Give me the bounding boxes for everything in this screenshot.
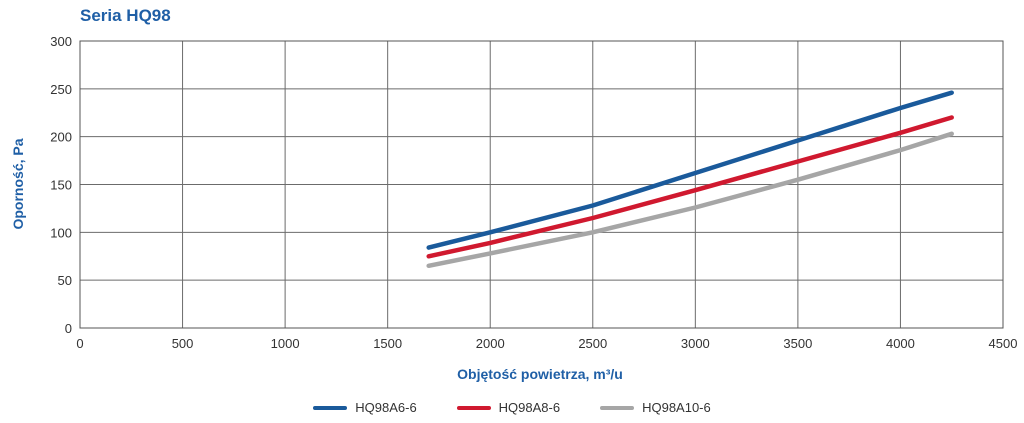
tick-labels: 0 500 1000 1500 2000 2500 3000 3500 4000 4500 0 50 1… <box>50 34 1017 351</box>
legend-swatch <box>313 405 348 410</box>
legend-item: HQ98A10-6 <box>600 400 711 415</box>
y-tick-label: 300 <box>50 34 72 49</box>
x-tick-label: 2000 <box>476 336 505 351</box>
legend-label: HQ98A10-6 <box>642 400 711 415</box>
legend-swatch <box>600 405 635 410</box>
y-tick-label: 100 <box>50 225 72 240</box>
series-line <box>426 131 954 269</box>
y-tick-label: 200 <box>50 130 72 145</box>
legend-label: HQ98A6-6 <box>355 400 417 415</box>
x-axis-label: Objętość powietrza, m³/u <box>457 366 623 382</box>
legend-item: HQ98A8-6 <box>456 400 561 415</box>
x-tick-label: 3500 <box>783 336 812 351</box>
x-tick-label: 4000 <box>886 336 915 351</box>
x-tick-label: 500 <box>172 336 194 351</box>
x-tick-label: 1000 <box>271 336 300 351</box>
x-tick-label: 0 <box>76 336 83 351</box>
grid <box>79 40 1004 329</box>
chart-plot-area: 0 500 1000 1500 2000 2500 3000 3500 4000 4500 0 50 1… <box>50 34 1017 351</box>
x-tick-label: 4500 <box>989 336 1018 351</box>
plot-frame <box>79 40 1004 329</box>
chart-title: Seria HQ98 <box>80 6 171 25</box>
series-lines <box>426 90 954 269</box>
legend-item: HQ98A6-6 <box>313 400 417 415</box>
y-tick-label: 250 <box>50 82 72 97</box>
legend: HQ98A6-6 HQ98A8-6 HQ98A10-6 <box>0 400 1024 415</box>
x-tick-label: 1500 <box>373 336 402 351</box>
legend-label: HQ98A8-6 <box>498 400 561 415</box>
x-tick-label: 2500 <box>578 336 607 351</box>
legend-swatch <box>456 405 491 410</box>
y-tick-label: 50 <box>58 273 72 288</box>
series-line <box>426 115 954 259</box>
series-line <box>426 90 954 250</box>
y-tick-label: 0 <box>65 321 72 336</box>
x-tick-label: 3000 <box>681 336 710 351</box>
y-tick-label: 150 <box>50 178 72 193</box>
